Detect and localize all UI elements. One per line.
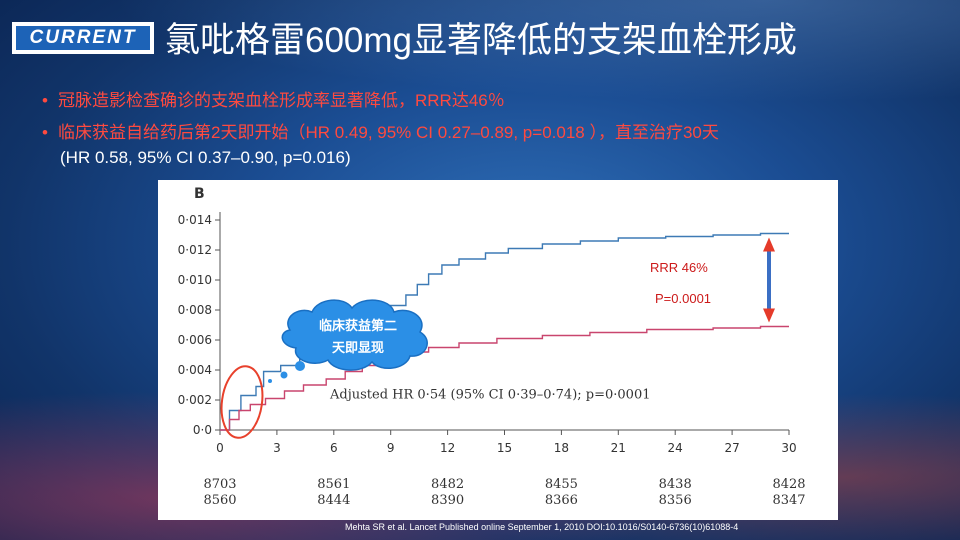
x-tick-label: 12 (440, 441, 455, 455)
bullet-2: • 临床获益自给药后第2天即开始（HR 0.49, 95% CI 0.27–0.8… (42, 118, 719, 143)
bullet-1: • 冠脉造影检查确诊的支架血栓形成率显著降低，RRR达46％ (42, 86, 505, 111)
y-tick-label: 0·0 (193, 423, 212, 437)
bullet-1-marker: • (42, 91, 48, 110)
y-tick-label: 0·012 (178, 243, 212, 257)
at-risk-value: 8444 (317, 493, 350, 508)
x-tick-label: 21 (611, 441, 626, 455)
at-risk-value: 8560 (203, 493, 236, 508)
rrr-arrow-head-down (763, 308, 775, 323)
at-risk-value: 8390 (431, 493, 464, 508)
y-tick-label: 0·004 (178, 363, 212, 377)
callout-bubble-1 (295, 361, 305, 371)
panel-label: B (194, 186, 205, 202)
at-risk-value: 8347 (772, 493, 805, 508)
at-risk-value: 8356 (659, 493, 692, 508)
at-risk-value: 8482 (431, 477, 464, 492)
rrr-label: RRR 46% (650, 260, 708, 275)
x-tick-label: 9 (387, 441, 395, 455)
bullet-2-marker: • (42, 123, 48, 142)
callout-line-1: 临床获益第二 (319, 318, 397, 333)
callout-bubble-2 (280, 371, 288, 379)
early-benefit-highlight (220, 365, 264, 439)
logo-text: CURRENT (29, 27, 137, 48)
x-tick-label: 3 (273, 441, 281, 455)
current-logo: CURRENT (12, 22, 154, 54)
at-risk-value: 8428 (772, 477, 805, 492)
y-tick-label: 0·006 (178, 333, 212, 347)
at-risk-value: 8703 (203, 477, 236, 492)
x-tick-label: 18 (554, 441, 569, 455)
at-risk-value: 8561 (317, 477, 350, 492)
background-glow-top (0, 0, 960, 120)
rrr-arrow-head-up (763, 237, 775, 252)
x-tick-label: 6 (330, 441, 338, 455)
y-tick-label: 0·008 (178, 303, 212, 317)
x-tick-label: 27 (724, 441, 739, 455)
p-value-label: P=0.0001 (655, 291, 711, 306)
at-risk-value: 8438 (659, 477, 692, 492)
at-risk-value: 8455 (545, 477, 578, 492)
bullet-2-text: 临床获益自给药后第2天即开始（HR 0.49, 95% CI 0.27–0.89… (58, 123, 719, 142)
callout-line-2: 天即显现 (332, 340, 384, 355)
hr-annotation: Adjusted HR 0·54 (95% CI 0·39–0·74); p=0… (329, 388, 650, 403)
chart-svg: B 0·0 0·002 0·004 0·006 0·008 0·010 0·012 0·014 0… (178, 186, 806, 508)
at-risk-value: 8366 (545, 493, 578, 508)
citation: Mehta SR et al. Lancet Published online … (345, 522, 739, 532)
x-tick-label: 15 (497, 441, 512, 455)
callout-cloud (281, 299, 428, 371)
y-tick-label: 0·010 (178, 273, 212, 287)
x-tick-label: 30 (781, 441, 796, 455)
series-line-1 (220, 232, 789, 431)
bullet-1-text: 冠脉造影检查确诊的支架血栓形成率显著降低，RRR达46％ (58, 91, 505, 110)
x-tick-label: 0 (216, 441, 224, 455)
x-tick-label: 24 (668, 441, 683, 455)
y-tick-label: 0·014 (178, 213, 212, 227)
slide-title: 氯吡格雷600mg显著降低的支架血栓形成 (165, 21, 798, 60)
bullet-2-continuation: (HR 0.58, 95% CI 0.37–0.90, p=0.016) (60, 148, 351, 167)
kaplan-meier-chart: B 0·0 0·002 0·004 0·006 0·008 0·010 0·012 0·014 0… (158, 180, 838, 520)
logo-panel (16, 26, 150, 50)
callout-bubble-3 (268, 379, 272, 383)
y-tick-label: 0·002 (178, 393, 212, 407)
